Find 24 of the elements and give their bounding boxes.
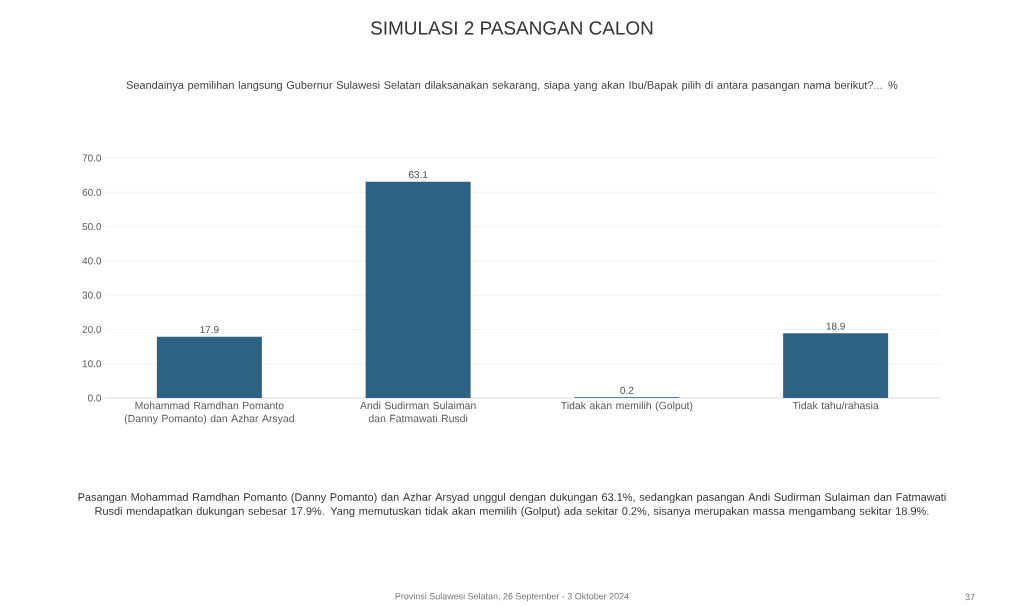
text: 37 <box>965 593 975 601</box>
bar <box>156 336 262 398</box>
x-tick-label: Mohammad Ramdhan Pomanto (Danny Pomanto) dan Azhar Arsyad <box>124 401 294 425</box>
x-tick-label: Tidak tahu/rahasia <box>792 401 879 410</box>
text: Provinsi Sulawesi Selatan, 26 September - 3 Oktober 2024 <box>395 592 629 602</box>
y-tick-label: 10.0 <box>82 360 102 368</box>
x-tick-label: Tidak akan memilih (Golput) <box>561 401 693 412</box>
y-tick-label: 20.0 <box>82 325 102 333</box>
data-label: 17.9 <box>200 326 219 334</box>
x-tick-label: Andi Sudirman Sulaiman dan Fatmawati Rusdi <box>360 401 476 423</box>
chart-title: SIMULASI 2 PASANGAN CALON <box>371 21 653 35</box>
data-label: 0.2 <box>620 386 634 394</box>
text: Pasangan Mohammad Ramdhan Pomanto (Danny Pomanto) dan Azhar Arsyad unggul dengan dukungan 63.1%, sedangkan pasangan Andi Sudirman Sulaiman dan Fatmawati Rusdi mendapatkan dukungan sebesar 17.9%. Yang memutuskan tidak akan memilih (Golput) ada sekitar 0.2%, sisanya merupakan massa mengambang sekitar 18.9%. <box>78 492 946 518</box>
data-label: 63.1 <box>408 171 428 179</box>
y-tick-label: 70.0 <box>82 154 102 162</box>
y-tick-label: 0.0 <box>88 394 102 402</box>
bar <box>783 333 889 398</box>
chart-subtitle: Seandainya pemilihan langsung Gubernur Sulawesi Selatan dilaksanakan sekarang, siapa yang akan Ibu/Bapak pilih di antara pasangan nama berikut?... % <box>126 80 898 92</box>
y-tick-label: 60.0 <box>82 188 102 196</box>
data-label: 18.9 <box>826 322 845 330</box>
bar <box>365 181 471 398</box>
y-tick-label: 30.0 <box>82 291 102 299</box>
y-tick-label: 40.0 <box>82 257 102 265</box>
y-tick-label: 50.0 <box>82 223 102 231</box>
